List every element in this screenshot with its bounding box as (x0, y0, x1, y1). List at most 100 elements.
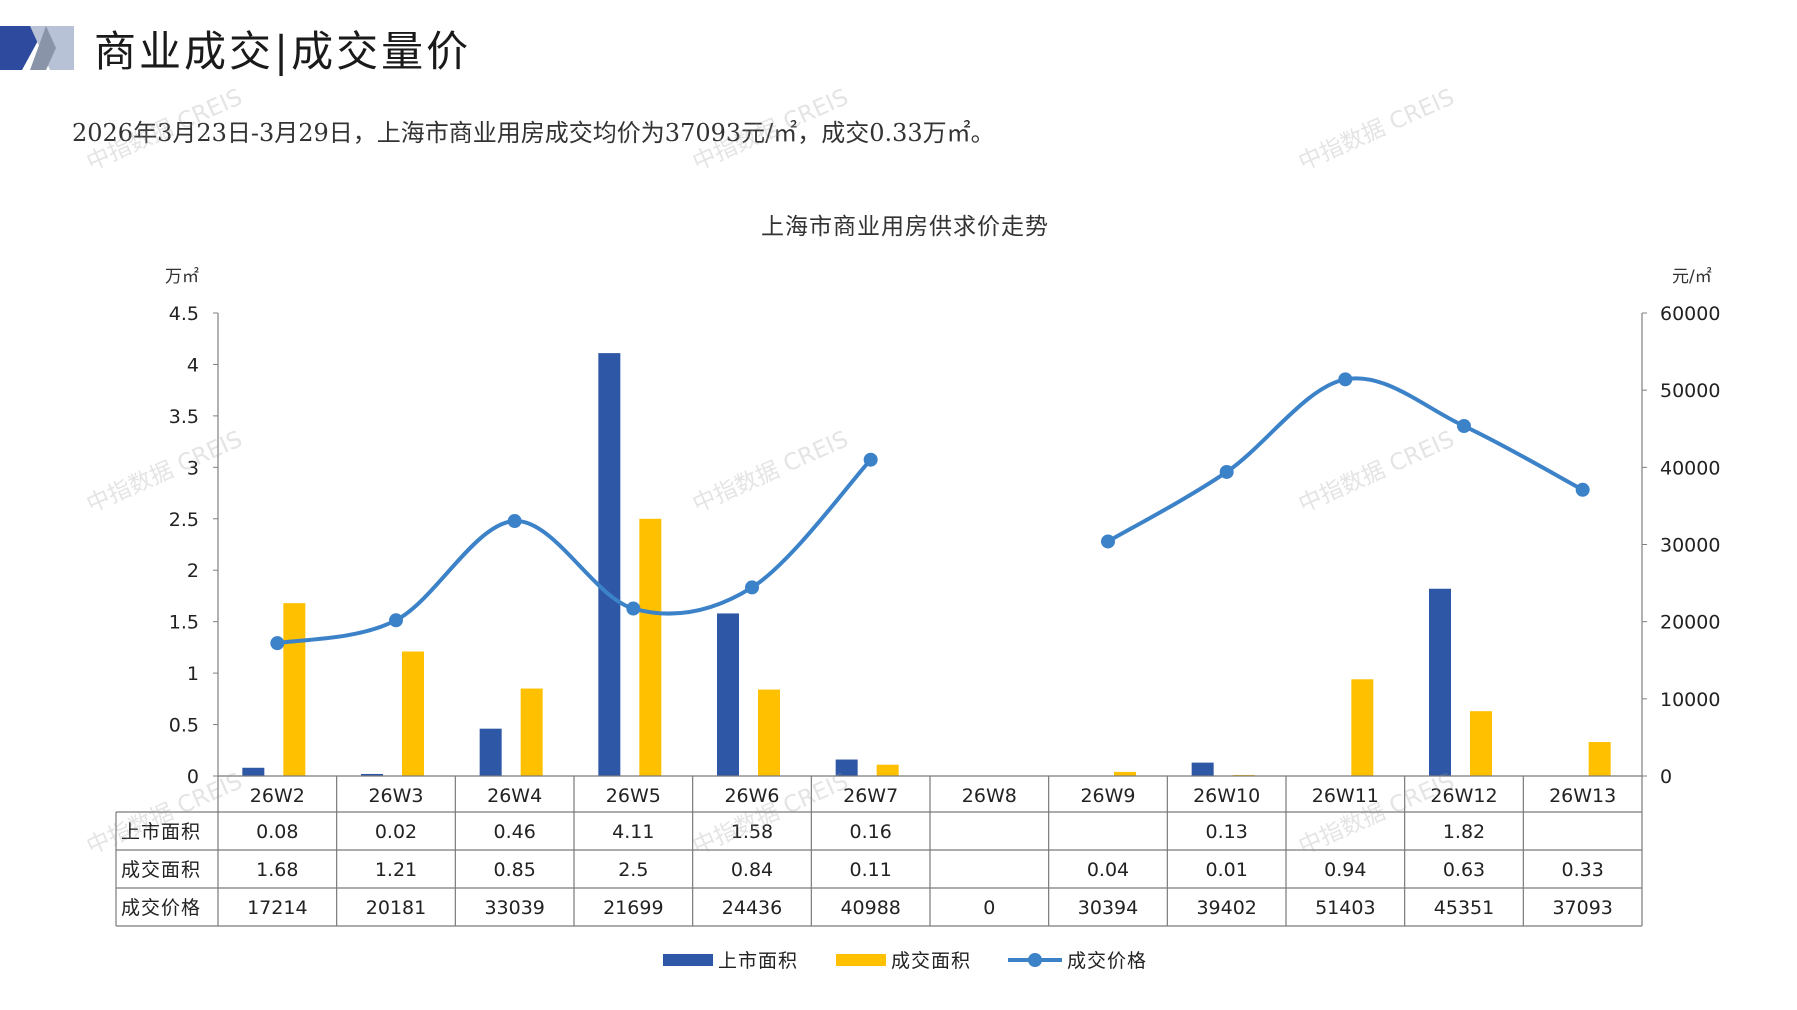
table-cell: 0.13 (1206, 821, 1248, 843)
y-right-tick-label: 50000 (1660, 380, 1720, 402)
table-header-cell: 26W5 (606, 785, 661, 807)
table-header-cell: 26W8 (962, 785, 1017, 807)
y-right-tick-label: 10000 (1660, 689, 1720, 711)
table-header-cell: 26W4 (487, 785, 542, 807)
y-right-tick-label: 0 (1660, 766, 1672, 788)
table-cell: 17214 (247, 897, 307, 919)
table-cell: 0 (983, 897, 995, 919)
bar-supply (479, 728, 502, 776)
table-cell: 2.5 (618, 859, 648, 881)
bar-supply (1191, 762, 1214, 776)
legend-label-deal: 成交面积 (891, 950, 971, 972)
bar-deal (876, 764, 899, 776)
table-cell: 45351 (1434, 897, 1494, 919)
price-point (1575, 482, 1590, 497)
table-cell: 33039 (484, 897, 544, 919)
price-point (1457, 419, 1471, 434)
legend-label-supply: 上市面积 (718, 950, 798, 972)
legend-label-price: 成交价格 (1067, 950, 1147, 972)
table-header-cell: 26W10 (1193, 785, 1260, 807)
header-block-dark (0, 26, 46, 70)
bar-deal (520, 688, 543, 776)
table-header-cell: 26W3 (368, 785, 423, 807)
table-cell: 1.82 (1443, 821, 1485, 843)
y-left-tick-label: 2 (187, 560, 199, 582)
y-left-tick-label: 3 (187, 457, 199, 479)
table-header-cell: 26W6 (724, 785, 779, 807)
y-left-tick-label: 4 (187, 354, 199, 376)
table-cell: 30394 (1078, 897, 1138, 919)
price-point (745, 580, 759, 595)
price-point (389, 613, 403, 628)
legend-swatch-deal (836, 954, 886, 966)
table-cell: 0.08 (256, 821, 298, 843)
price-point (863, 452, 878, 467)
bar-supply (598, 353, 621, 776)
y-left-tick-label: 3.5 (169, 406, 199, 428)
bar-deal (402, 651, 424, 776)
price-line (1106, 376, 1585, 544)
table-header-cell: 26W2 (250, 785, 305, 807)
table-row-label: 成交面积 (121, 859, 201, 881)
table-row-label: 上市面积 (121, 821, 201, 843)
price-point (626, 601, 641, 616)
table-cell: 37093 (1552, 897, 1612, 919)
price-point (1219, 464, 1234, 479)
bar-deal (283, 603, 306, 776)
table-cell: 0.33 (1562, 859, 1604, 881)
y-right-tick-label: 20000 (1660, 612, 1720, 634)
header-block-grey (30, 26, 56, 70)
price-point (270, 636, 285, 651)
bar-supply (242, 767, 265, 776)
y-right-tick-label: 40000 (1660, 457, 1720, 479)
table-header-cell: 26W7 (843, 785, 898, 807)
y-left-tick-label: 1.5 (169, 612, 199, 634)
header-logo-block (0, 26, 74, 70)
chart-title: 上海市商业用房供求价走势 (761, 214, 1049, 240)
y-right-tick-label: 30000 (1660, 535, 1720, 557)
y-left-tick-label: 0 (187, 766, 199, 788)
table-cell: 0.02 (375, 821, 417, 843)
table-cell: 1.68 (256, 859, 298, 881)
legend-swatch-supply (663, 954, 713, 966)
table-header-cell: 26W13 (1549, 785, 1616, 807)
watermark: 中指数据 CREIS (1294, 84, 1459, 177)
table-cell: 0.85 (494, 859, 536, 881)
table-cell: 0.16 (850, 821, 892, 843)
bar-supply (361, 773, 383, 776)
table-cell: 0.04 (1087, 859, 1129, 881)
price-point (507, 514, 522, 529)
table-header-cell: 26W11 (1312, 785, 1379, 807)
bar-supply (717, 613, 739, 776)
table-cell: 39402 (1196, 897, 1256, 919)
y-left-tick-label: 2.5 (169, 509, 199, 531)
table-cell: 4.11 (612, 821, 654, 843)
table-header-cell: 26W12 (1430, 785, 1497, 807)
price-point (1338, 372, 1353, 387)
price-line (275, 457, 873, 646)
table-row-label: 成交价格 (121, 897, 201, 919)
table-cell: 1.58 (731, 821, 773, 843)
bar-supply (1429, 588, 1451, 776)
bar-deal (1588, 742, 1611, 776)
summary-text: 2026年3月23日-3月29日，上海市商业用房成交均价为37093元/㎡，成交… (72, 119, 995, 147)
table-cell: 0.11 (850, 859, 892, 881)
bar-deal (758, 689, 780, 776)
table-cell: 51403 (1315, 897, 1375, 919)
bar-deal (1470, 711, 1492, 776)
price-point (1101, 534, 1115, 549)
table-cell: 1.21 (375, 859, 417, 881)
y-left-tick-label: 0.5 (169, 715, 199, 737)
table-cell: 0.84 (731, 859, 773, 881)
table-cell: 0.46 (494, 821, 536, 843)
y-right-tick-label: 60000 (1660, 303, 1720, 325)
table-header-cell: 26W9 (1080, 785, 1135, 807)
table-cell: 20181 (366, 897, 426, 919)
table-cell: 40988 (840, 897, 900, 919)
bar-deal (639, 518, 662, 776)
bar-supply (835, 759, 858, 776)
y-right-unit: 元/㎡ (1672, 267, 1712, 287)
table-cell: 0.01 (1206, 859, 1248, 881)
table-cell: 21699 (603, 897, 663, 919)
